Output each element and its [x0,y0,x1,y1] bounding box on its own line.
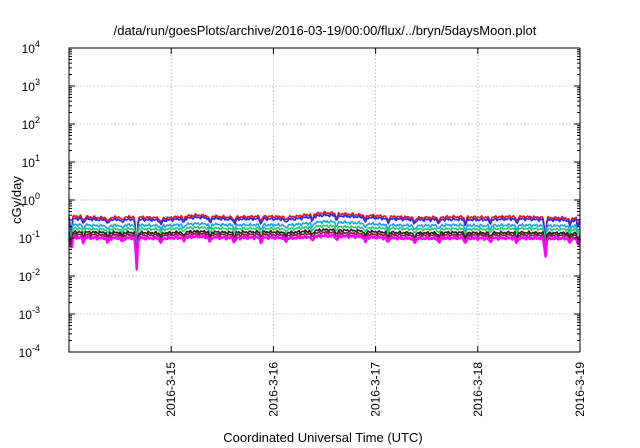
y-tick-label: 101 [22,153,40,170]
chart-title: /data/run/goesPlots/archive/2016-03-19/0… [114,23,537,38]
y-axis: 10-4 10-3 10-2 10-1 100 101 102 103 104 [19,39,580,360]
x-tick-label: 2016-3-19 [573,362,587,417]
y-tick-label: 102 [22,115,40,132]
y-tick-label: 10-1 [19,229,40,246]
y-tick-label: 10-4 [19,343,40,360]
y-tick-label: 100 [22,191,40,208]
series-line-2 [68,212,581,263]
series-line-3 [68,219,581,267]
y-tick-label: 10-2 [19,267,40,284]
x-tick-label: 2016-3-16 [266,362,280,417]
series-line-4 [68,224,581,270]
series-line-6 [68,230,581,271]
x-tick-label: 2016-3-17 [369,362,383,417]
y-tick-label: 10-3 [19,305,40,322]
x-axis-label: Coordinated Universal Time (UTC) [223,430,422,445]
y-axis-label: cGy/day [9,176,24,224]
series-line-5 [68,228,581,271]
y-tick-label: 103 [22,77,40,94]
x-tick-label: 2016-3-15 [164,362,178,417]
series-group [67,210,582,271]
y-tick-label: 104 [22,39,40,56]
series-line-1 [68,210,581,261]
x-axis: 2016-3-15 2016-3-16 2016-3-17 2016-3-18 2016… [164,48,587,417]
series-line-7 [67,233,582,271]
x-tick-label: 2016-3-18 [471,362,485,417]
